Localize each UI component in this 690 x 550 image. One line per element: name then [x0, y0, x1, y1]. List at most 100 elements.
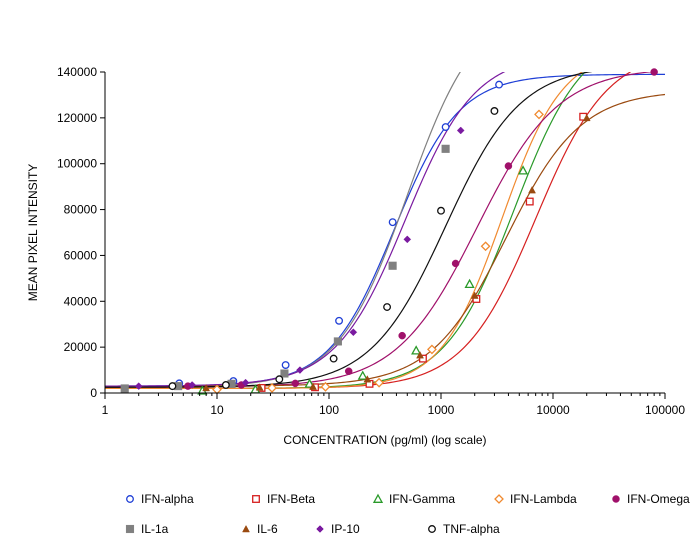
y-tick-label: 140000: [57, 65, 97, 79]
legend-item-ifn-gamma: IFN-Gamma: [372, 492, 455, 506]
y-tick-label: 20000: [64, 340, 98, 354]
data-point-ifn-omega: [504, 162, 513, 170]
legend-marker-ifn-lambda: [494, 494, 504, 504]
data-point-ifn-lambda: [534, 109, 544, 120]
data-point-ifn-alpha: [281, 361, 290, 369]
data-point-ip-10: [403, 235, 412, 244]
legend-marker-ifn-beta: [252, 495, 260, 503]
y-axis-title: MEAN PIXEL INTENSITY: [26, 164, 40, 302]
data-point-ifn-lambda: [320, 381, 331, 392]
x-tick-label: 100: [319, 403, 339, 417]
y-tick-label: 40000: [64, 294, 98, 308]
data-point-ifn-alpha: [388, 218, 397, 227]
data-point-ifn-gamma: [357, 370, 368, 380]
data-point-tnf-alpha: [383, 303, 392, 311]
data-point-ifn-lambda: [480, 241, 491, 252]
x-tick-label: 1000: [428, 403, 455, 417]
data-point-ip-10: [134, 382, 143, 390]
fit-curve-ifn-lambda: [105, 72, 583, 390]
legend-marker-ifn-omega: [612, 495, 620, 503]
legend-item-tnf-alpha: TNF-alpha: [428, 522, 500, 536]
data-point-il-1a: [280, 369, 289, 378]
legend-item-ifn-alpha: IFN-alpha: [126, 492, 194, 506]
axes: 0 20000 40000 60000 80000 100000 120000 140000 1…: [57, 65, 685, 417]
data-point-tnf-alpha: [168, 382, 177, 391]
fit-curve-il-1a: [105, 72, 461, 388]
legend-item-il-6: IL-6: [242, 522, 278, 536]
data-point-il-1a: [333, 337, 342, 346]
legend-label: IFN-Gamma: [389, 492, 455, 506]
y-tick-label: 60000: [64, 248, 98, 262]
data-point-ip-10: [456, 126, 465, 135]
x-tick-label: 10: [210, 403, 224, 417]
data-point-ip-10: [349, 328, 358, 337]
legend-marker-il-1a: [125, 524, 135, 534]
legend-marker-il-6: [242, 524, 250, 533]
data-point-ifn-beta: [525, 197, 534, 206]
fit-curve-ifn-gamma: [105, 72, 586, 390]
data-point-tnf-alpha: [275, 375, 284, 384]
data-point-ifn-omega: [398, 331, 406, 340]
data-point-ifn-omega: [344, 367, 353, 375]
data-point-il-6: [416, 351, 424, 359]
legend-label: IFN-Omega: [627, 492, 690, 506]
data-point-ifn-alpha: [335, 316, 344, 325]
data-point-tnf-alpha: [329, 354, 338, 363]
data-point-il-1a: [120, 384, 129, 393]
legend: IFN-alpha IFN-Beta IFN-Gamma IFN-Lambda IFN-…: [125, 492, 690, 536]
legend-label: IFN-alpha: [141, 492, 194, 506]
data-point-ip-10: [296, 366, 304, 374]
fit-curve-tnf-alpha: [105, 72, 593, 388]
x-axis-title: CONCENTRATION (pg/ml) (log scale): [283, 433, 486, 447]
data-point-ip-10: [241, 378, 250, 387]
y-tick-label: 100000: [57, 157, 97, 171]
data-point-il-6: [470, 291, 479, 299]
legend-marker-tnf-alpha: [428, 525, 436, 533]
data-point-il-6: [255, 383, 264, 391]
fit-curve-ifn-beta: [105, 72, 632, 390]
legend-label: IFN-Beta: [267, 492, 315, 506]
legend-marker-ifn-gamma: [372, 493, 384, 503]
data-point-ifn-omega: [650, 68, 658, 76]
data-point-tnf-alpha: [221, 381, 230, 389]
data-point-il-6: [582, 113, 591, 122]
legend-label: TNF-alpha: [443, 522, 500, 536]
data-point-il-1a: [441, 144, 450, 153]
legend-item-ip-10: IP-10: [316, 522, 360, 536]
y-tick-label: 120000: [57, 111, 97, 125]
legend-label: IFN-Lambda: [510, 492, 577, 506]
x-tick-label: 1: [102, 403, 109, 417]
data-point-ifn-lambda: [427, 344, 437, 355]
data-point-ifn-gamma: [411, 345, 422, 355]
x-tick-label: 100000: [645, 403, 685, 417]
legend-item-ifn-beta: IFN-Beta: [252, 492, 315, 506]
data-point-il-6: [363, 375, 372, 383]
data-point-il-6: [528, 186, 536, 194]
data-point-tnf-alpha: [437, 206, 445, 215]
data-point-ip-10: [188, 381, 197, 389]
y-tick-label: 0: [90, 386, 97, 400]
data-point-ifn-gamma: [464, 278, 475, 289]
legend-item-ifn-lambda: IFN-Lambda: [494, 492, 577, 506]
data-point-il-6: [202, 383, 211, 392]
data-point-ifn-lambda: [267, 383, 277, 393]
legend-label: IL-1a: [141, 522, 169, 536]
fit-curve-ip-10: [105, 72, 506, 387]
legend-item-ifn-omega: IFN-Omega: [612, 492, 690, 506]
fit-curve-il-6: [105, 93, 665, 387]
y-tick-label: 80000: [64, 203, 98, 217]
x-tick-label: 10000: [536, 403, 570, 417]
data-point-ifn-omega: [451, 259, 460, 268]
data-point-ifn-gamma: [517, 165, 529, 175]
data-point-ifn-alpha: [495, 80, 504, 89]
legend-marker-ip-10: [316, 525, 324, 533]
fit-curve-ifn-alpha: [105, 73, 665, 387]
data-point-ifn-alpha: [441, 123, 450, 131]
legend-label: IP-10: [331, 522, 360, 536]
data-point-ifn-gamma: [304, 378, 315, 388]
legend-marker-ifn-alpha: [126, 495, 134, 503]
data-point-tnf-alpha: [490, 107, 499, 115]
data-point-ifn-beta: [419, 354, 427, 363]
data-point-ifn-omega: [291, 379, 300, 388]
